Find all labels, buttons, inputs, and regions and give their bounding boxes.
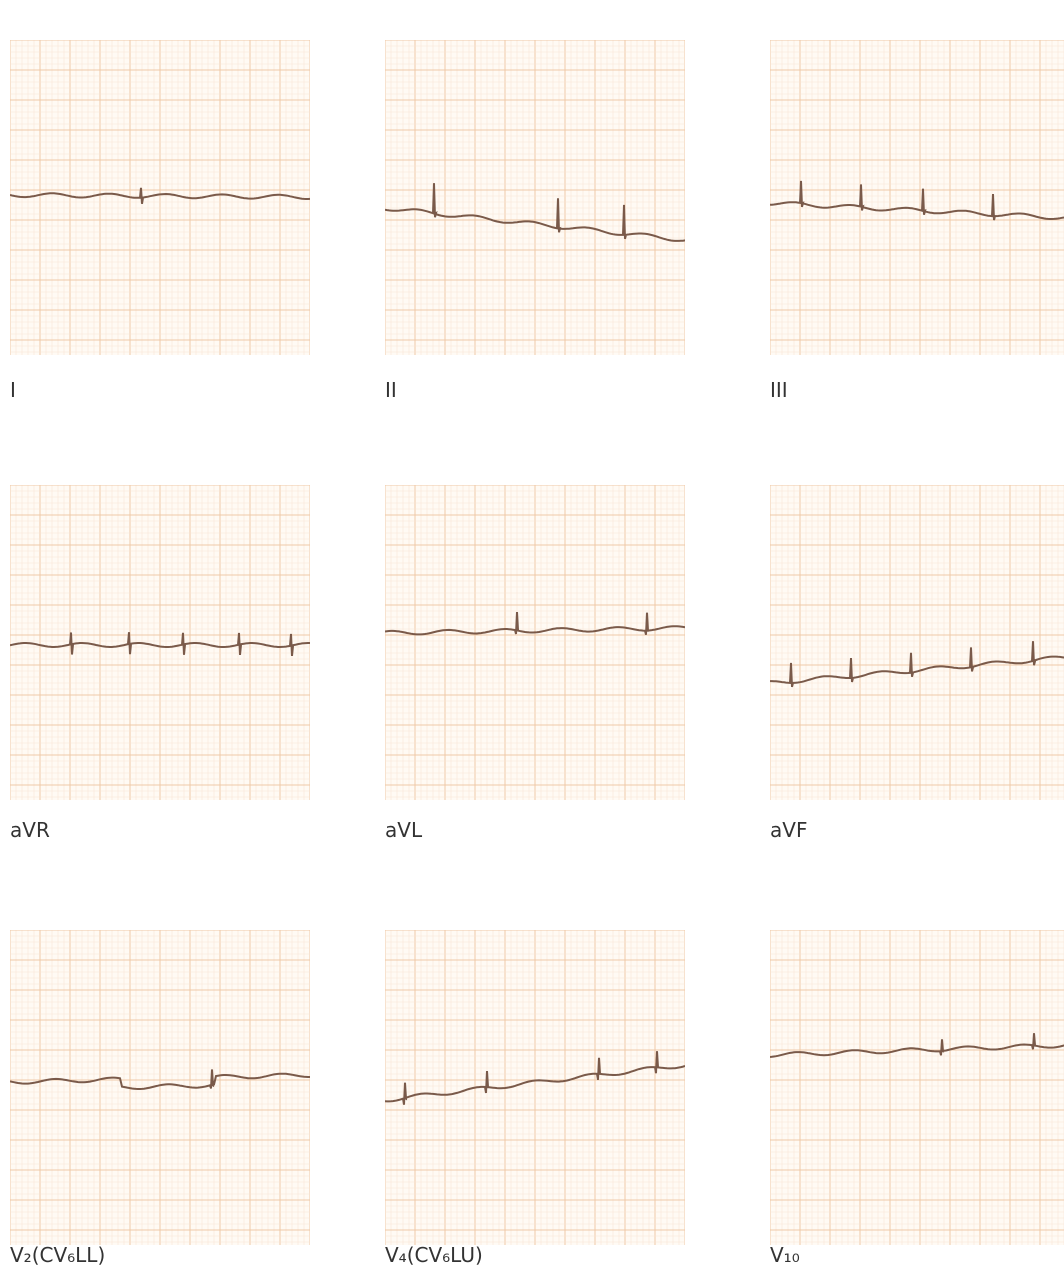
ecg-strip <box>385 930 685 1245</box>
lead-label: V₂(CV₆LL) <box>10 1243 105 1267</box>
lead-label: II <box>385 378 397 402</box>
ecg-strip <box>770 930 1064 1245</box>
lead-label: V₄(CV₆LU) <box>385 1243 483 1267</box>
ecg-strip <box>10 40 310 355</box>
ecg-strip <box>385 40 685 355</box>
ecg-strip <box>770 485 1064 800</box>
lead-label: I <box>10 378 16 402</box>
ecg-figure: IIIIIIaVRaVLaVFV₂(CV₆LL)V₄(CV₆LU)V₁₀ <box>0 0 1064 1276</box>
lead-label: aVF <box>770 818 807 842</box>
lead-label: III <box>770 378 788 402</box>
ecg-strip <box>385 485 685 800</box>
lead-label: V₁₀ <box>770 1243 800 1267</box>
ecg-strip <box>10 930 310 1245</box>
lead-label: aVL <box>385 818 422 842</box>
ecg-strip <box>10 485 310 800</box>
lead-label: aVR <box>10 818 50 842</box>
ecg-strip <box>770 40 1064 355</box>
